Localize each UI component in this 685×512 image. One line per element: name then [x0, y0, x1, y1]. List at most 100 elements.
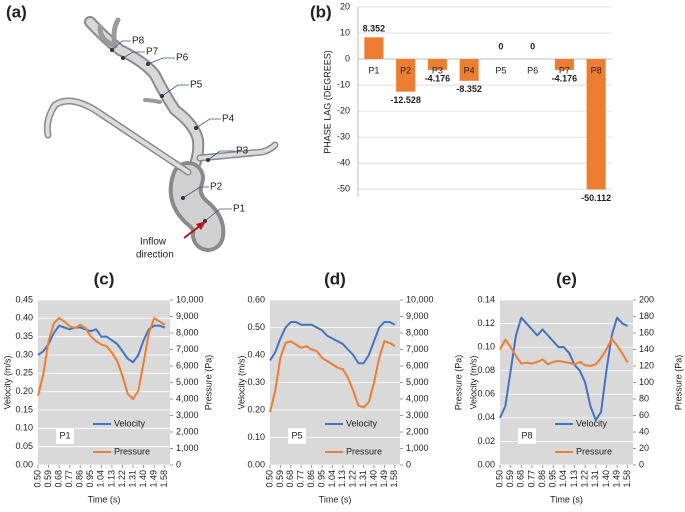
inflow-arrow-head — [196, 221, 206, 230]
x-tick-label: 1.13 — [337, 470, 347, 488]
legend-label: Velocity — [114, 418, 146, 428]
y2-tick-label: 9,000 — [406, 311, 429, 321]
y-tick-label: -10 — [337, 79, 350, 89]
annotation: P5 — [291, 430, 302, 440]
y2-tick-label: 100 — [639, 377, 654, 387]
x-tick-label: 0.50 — [264, 470, 274, 488]
x-tick-label: 1.58 — [159, 470, 169, 488]
x-tick-label: 0.86 — [537, 470, 547, 488]
panel-label: (d) — [324, 269, 346, 288]
y-tick-label: 0.30 — [15, 349, 33, 359]
panel-label: (c) — [94, 269, 115, 288]
vessel-diagram: (a) P1 P2 P3 P — [6, 2, 279, 261]
y2-tick-label: 4,000 — [406, 393, 429, 403]
y2-tick-label: 80 — [639, 393, 649, 403]
series-line — [269, 321, 396, 365]
x-tick-label: 0.59 — [275, 470, 285, 488]
y-axis-title: Velocity (m/s) — [468, 355, 478, 409]
x-tick-label: 1.13 — [106, 470, 116, 488]
point-label: P8 — [132, 36, 145, 47]
y-tick-label: 20 — [340, 1, 350, 11]
x-tick-label: 1.31 — [590, 470, 600, 488]
data-label: -8.352 — [456, 84, 482, 94]
x-tick-label: 0.68 — [516, 470, 526, 488]
y-tick-label: -20 — [337, 105, 350, 115]
y2-tick-label: 3,000 — [406, 410, 429, 420]
y2-tick-label: 1,000 — [406, 443, 429, 453]
point-label: P7 — [146, 47, 159, 58]
y-tick-label: 0.02 — [477, 436, 495, 446]
y-axis-title: Velocity (m/s) — [236, 355, 246, 409]
data-label: -12.528 — [390, 95, 421, 105]
x-tick-label: 0.59 — [505, 470, 515, 488]
y-axis-title: Velocity (m/s) — [2, 355, 12, 409]
annotation-box — [518, 428, 536, 444]
y2-tick-label: 10,000 — [176, 294, 204, 304]
x-tick-label: 1.40 — [601, 470, 611, 488]
y2-tick-label: 9,000 — [176, 311, 199, 321]
y-tick-label: 0.04 — [477, 412, 495, 422]
y2-tick-label: 0 — [176, 459, 181, 469]
x-tick-label: P4 — [464, 65, 475, 75]
x-tick-label: 0.95 — [548, 470, 558, 488]
y2-tick-label: 200 — [639, 294, 654, 304]
data-label: -4.176 — [425, 73, 451, 83]
y-tick-label: 0.10 — [15, 423, 33, 433]
y-tick-label: 0.60 — [247, 294, 265, 304]
x-tick-label: 0.68 — [53, 470, 63, 488]
y2-tick-label: 8,000 — [406, 327, 429, 337]
y-tick-label: 0.10 — [477, 342, 495, 352]
annotation-box — [56, 428, 74, 444]
y2-tick-label: 4,000 — [176, 393, 199, 403]
bar — [459, 59, 479, 81]
y2-axis-title: Pressure (Pa) — [453, 355, 463, 411]
y2-tick-label: 8,000 — [176, 327, 199, 337]
panel-label: (e) — [556, 269, 577, 288]
y-tick-label: 0.40 — [15, 313, 33, 323]
leader-lines — [111, 40, 235, 222]
y2-tick-label: 2,000 — [176, 426, 199, 436]
y2-tick-label: 120 — [639, 360, 654, 370]
x-tick-label: 0.95 — [316, 470, 326, 488]
y-tick-label: -30 — [337, 132, 350, 142]
y-tick-label: 0.20 — [15, 386, 33, 396]
y2-tick-label: 7,000 — [176, 344, 199, 354]
bar — [364, 37, 384, 60]
data-label: 8.352 — [363, 24, 386, 34]
legend-label: Velocity — [346, 418, 378, 428]
y2-tick-label: 5,000 — [176, 377, 199, 387]
x-tick-label: P1 — [368, 65, 379, 75]
series-line — [37, 317, 166, 400]
x-tick-label: 0.50 — [32, 470, 42, 488]
x-tick-label: 1.22 — [579, 470, 589, 488]
y-tick-label: 0.40 — [247, 349, 265, 359]
point-label: P2 — [210, 182, 223, 193]
x-tick-label: 1.40 — [368, 470, 378, 488]
x-tick-label: 1.04 — [96, 470, 106, 488]
x-tick-label: 1.13 — [569, 470, 579, 488]
x-tick-label: 0.77 — [526, 470, 536, 488]
x-tick-label: 1.40 — [138, 470, 148, 488]
vessel — [43, 16, 279, 252]
y-tick-label: 0.08 — [477, 365, 495, 375]
y-tick-label: 10 — [340, 27, 350, 37]
y2-tick-label: 40 — [639, 426, 649, 436]
y2-tick-label: 20 — [639, 443, 649, 453]
x-tick-label: 1.04 — [327, 470, 337, 488]
x-tick-label: 1.58 — [389, 470, 399, 488]
series-line — [499, 316, 629, 422]
y2-tick-label: 5,000 — [406, 377, 429, 387]
point-label: P1 — [233, 204, 246, 215]
y-tick-label: 0.50 — [247, 322, 265, 332]
x-tick-label: 1.31 — [127, 470, 137, 488]
data-label: 0 — [530, 41, 535, 51]
bar — [554, 59, 574, 70]
x-tick-label: P5 — [495, 65, 506, 75]
x-tick-label: 0.59 — [43, 470, 53, 488]
x-tick-label: P7 — [559, 65, 570, 75]
y-tick-label: 0.14 — [477, 294, 495, 304]
y2-tick-label: 6,000 — [176, 360, 199, 370]
x-tick-label: 1.22 — [117, 470, 127, 488]
annotation: Inflow — [140, 237, 167, 248]
